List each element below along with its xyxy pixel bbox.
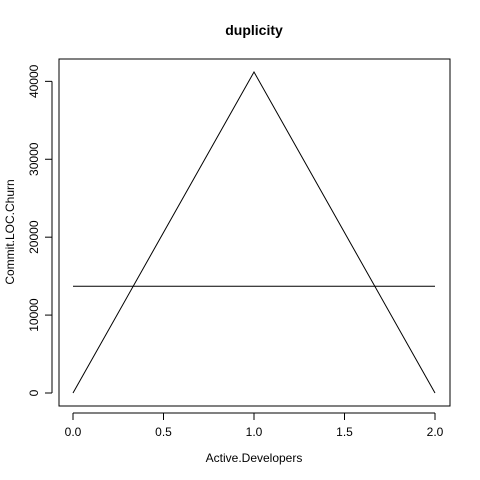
x-axis: 0.0 0.5 1.0 1.5 2.0 xyxy=(65,412,444,439)
x-tick-label: 1.0 xyxy=(246,425,263,439)
y-tick-label: 10000 xyxy=(27,298,41,332)
y-tick-label: 30000 xyxy=(27,142,41,176)
plot-frame xyxy=(58,58,451,407)
y-tick-label: 0 xyxy=(27,389,41,396)
x-tick-label: 2.0 xyxy=(427,425,444,439)
y-tick-label: 40000 xyxy=(27,64,41,98)
x-axis-label: Active.Developers xyxy=(206,451,303,465)
series-layer xyxy=(72,70,436,394)
chart-title: duplicity xyxy=(225,22,283,38)
x-tick-label: 0.5 xyxy=(155,425,172,439)
y-tick-label: 20000 xyxy=(27,220,41,254)
x-tick-label: 0.0 xyxy=(65,425,82,439)
y-axis-label: Commit.LOC.Churn xyxy=(3,179,17,284)
x-tick-label: 1.5 xyxy=(336,425,353,439)
y-axis: 0 10000 20000 30000 40000 xyxy=(27,64,53,396)
